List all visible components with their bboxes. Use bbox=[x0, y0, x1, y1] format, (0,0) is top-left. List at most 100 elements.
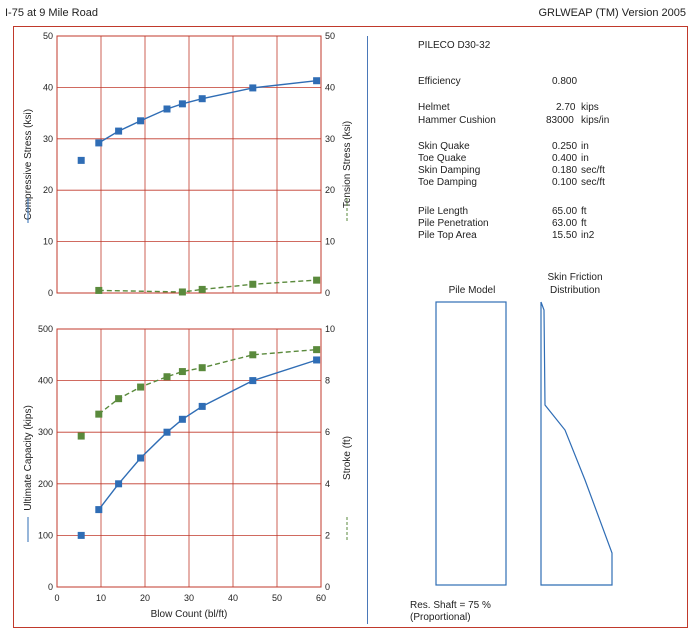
series-line-1 bbox=[98, 348, 317, 415]
param-label-hammer-cushion: Hammer Cushion bbox=[418, 115, 496, 126]
data-point bbox=[163, 373, 171, 381]
right-tick-label: 4 bbox=[325, 479, 330, 489]
data-point bbox=[178, 415, 186, 423]
data-point bbox=[178, 100, 186, 108]
report-frame bbox=[13, 26, 688, 628]
left-axis-title: Ultimate Capacity (kips) bbox=[23, 405, 34, 511]
left-tick-label: 100 bbox=[38, 530, 53, 540]
panel-divider bbox=[367, 36, 368, 624]
right-tick-label: 40 bbox=[325, 82, 335, 92]
right-tick-label: 0 bbox=[325, 288, 330, 298]
param-value-hammer-cushion: 83000 bbox=[546, 115, 574, 126]
skin-friction-title-line1: Skin Friction bbox=[547, 272, 603, 283]
data-point bbox=[178, 368, 186, 376]
data-point bbox=[163, 428, 171, 436]
data-point bbox=[77, 156, 85, 164]
param-value-toe-damping: 0.100 bbox=[552, 177, 578, 188]
x-axis-title: Blow Count (bl/ft) bbox=[151, 609, 228, 620]
left-tick-label: 300 bbox=[38, 427, 53, 437]
param-value-pile-length: 65.00 bbox=[552, 206, 578, 217]
left-tick-label: 50 bbox=[43, 31, 53, 41]
param-unit-skin-damping: sec/ft bbox=[581, 165, 605, 176]
left-tick-label: 30 bbox=[43, 134, 53, 144]
left-tick-label: 10 bbox=[43, 237, 53, 247]
param-label-skin-quake: Skin Quake bbox=[418, 141, 470, 152]
param-value-efficiency: 0.800 bbox=[552, 76, 578, 87]
param-unit-pile-penetration: ft bbox=[581, 218, 587, 229]
plot-frame bbox=[56, 35, 322, 294]
param-label-pile-length: Pile Length bbox=[418, 206, 469, 217]
data-point bbox=[95, 506, 103, 514]
plot-frame bbox=[56, 328, 322, 588]
left-tick-label: 40 bbox=[43, 82, 53, 92]
param-value-skin-damping: 0.180 bbox=[552, 165, 578, 176]
x-tick-label: 30 bbox=[184, 593, 194, 603]
stress-chart: 0 0 10 10 20 20 30 30 40 40 50 50 Compressive Stress… bbox=[23, 31, 353, 298]
data-point bbox=[77, 432, 85, 440]
left-axis-title: Compressive Stress (ksi) bbox=[23, 109, 34, 220]
series-line-0 bbox=[98, 359, 317, 511]
param-unit-toe-quake: in bbox=[581, 153, 589, 164]
data-point bbox=[163, 105, 171, 113]
data-point bbox=[115, 480, 123, 488]
skin-friction-title-line2: Distribution bbox=[549, 285, 601, 296]
x-tick-label: 40 bbox=[228, 593, 238, 603]
x-tick-label: 0 bbox=[54, 593, 59, 603]
right-tick-label: 0 bbox=[325, 582, 330, 592]
right-tick-label: 30 bbox=[325, 134, 335, 144]
data-point bbox=[313, 346, 321, 354]
project-title: I-75 at 9 Mile Road bbox=[5, 7, 98, 19]
left-tick-label: 400 bbox=[38, 376, 53, 386]
right-tick-label: 10 bbox=[325, 237, 335, 247]
res-shaft-label: Res. Shaft = 75 % bbox=[410, 600, 491, 611]
data-point bbox=[95, 286, 103, 294]
hammer-name: PILECO D30-32 bbox=[418, 40, 491, 51]
data-point bbox=[313, 77, 321, 85]
param-label-efficiency: Efficiency bbox=[418, 76, 461, 87]
data-point bbox=[313, 356, 321, 364]
param-label-toe-quake: Toe Quake bbox=[418, 153, 467, 164]
data-point bbox=[95, 410, 103, 418]
x-tick-label: 10 bbox=[96, 593, 106, 603]
series-line-1 bbox=[98, 279, 317, 293]
param-value-helmet: 2.70 bbox=[556, 102, 576, 113]
right-tick-label: 20 bbox=[325, 185, 335, 195]
right-axis-title: Stroke (ft) bbox=[342, 436, 353, 480]
data-point bbox=[115, 127, 123, 135]
param-value-pile-top-area: 15.50 bbox=[552, 230, 578, 241]
param-value-toe-quake: 0.400 bbox=[552, 153, 578, 164]
data-point bbox=[249, 280, 257, 288]
data-point bbox=[313, 276, 321, 284]
param-label-toe-damping: Toe Damping bbox=[418, 177, 477, 188]
data-point bbox=[198, 95, 206, 103]
param-unit-helmet: kips bbox=[581, 102, 599, 113]
param-label-pile-penetration: Pile Penetration bbox=[418, 218, 489, 229]
res-shaft-method: (Proportional) bbox=[410, 612, 471, 623]
left-tick-label: 0 bbox=[48, 288, 53, 298]
right-axis-title: Tension Stress (ksi) bbox=[342, 121, 353, 208]
data-point bbox=[95, 139, 103, 147]
right-tick-label: 10 bbox=[325, 324, 335, 334]
data-point bbox=[198, 285, 206, 293]
param-unit-toe-damping: sec/ft bbox=[581, 177, 605, 188]
param-unit-pile-top-area: in2 bbox=[581, 230, 595, 241]
series-line-0 bbox=[98, 80, 317, 144]
param-label-helmet: Helmet bbox=[418, 102, 450, 113]
pile-model-title: Pile Model bbox=[448, 285, 496, 296]
left-tick-label: 20 bbox=[43, 185, 53, 195]
right-tick-label: 6 bbox=[325, 427, 330, 437]
data-point bbox=[198, 364, 206, 372]
data-point bbox=[249, 84, 257, 92]
param-unit-pile-length: ft bbox=[581, 206, 587, 217]
data-point bbox=[249, 351, 257, 359]
x-tick-label: 60 bbox=[316, 593, 326, 603]
data-point bbox=[137, 117, 145, 125]
data-point bbox=[198, 402, 206, 410]
data-point bbox=[249, 377, 257, 385]
data-point bbox=[137, 454, 145, 462]
software-version: GRLWEAP (TM) Version 2005 bbox=[538, 7, 686, 19]
param-value-pile-penetration: 63.00 bbox=[552, 218, 578, 229]
x-tick-label: 20 bbox=[140, 593, 150, 603]
left-tick-label: 0 bbox=[48, 582, 53, 592]
